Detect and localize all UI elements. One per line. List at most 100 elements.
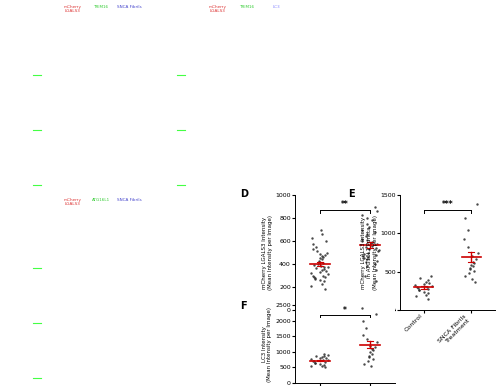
Point [324,264,332,271]
Point [312,244,320,250]
Point [473,201,481,207]
Point [374,339,382,345]
Text: SNCA Fibrils
Treatment: SNCA Fibrils Treatment [8,96,17,120]
Point [422,279,430,285]
Point [367,363,375,369]
Point [315,259,323,265]
Point [320,357,328,363]
Point [358,227,366,233]
Point [309,241,317,247]
Point [372,252,380,258]
Point [318,253,326,259]
Point [461,273,469,279]
Point [370,203,378,210]
Point [322,268,330,274]
Point [310,262,318,268]
Text: C: C [8,200,14,209]
Point [360,273,368,279]
Text: Zoom: Zoom [154,157,158,169]
Point [464,244,472,250]
Point [372,245,380,251]
Text: 4 μm: 4 μm [32,317,40,320]
Point [368,239,376,245]
Point [372,344,380,350]
Point [324,352,332,358]
Point [364,263,372,269]
Y-axis label: LC3 Intensity
(Mean Intensity per Image): LC3 Intensity (Mean Intensity per Image) [262,306,272,381]
Point [372,267,380,273]
Point [472,256,480,262]
Text: ATG16L1: ATG16L1 [92,198,110,202]
Point [425,280,433,286]
Point [308,246,316,252]
Text: A: A [8,7,14,16]
Point [358,235,366,242]
Point [424,290,432,296]
Y-axis label: mCherry LGALS3 Intensity
(Mean Intensity per Image): mCherry LGALS3 Intensity (Mean Intensity… [262,215,272,290]
Point [364,358,372,364]
Point [318,281,326,287]
Point [465,270,473,276]
Point [370,261,378,267]
Point [362,233,370,239]
Point [466,265,474,271]
Point [412,284,420,291]
Point [468,276,476,283]
Point [414,286,422,293]
Point [374,241,382,247]
Text: B: B [151,7,157,16]
Point [316,269,324,275]
Point [310,358,318,364]
Point [374,248,382,254]
Point [316,361,324,367]
Point [373,208,381,214]
Point [318,256,326,262]
Point [315,257,323,264]
Point [320,278,328,284]
Point [316,355,324,361]
Point [464,227,472,233]
Point [460,215,468,221]
Point [307,270,315,276]
Point [318,362,326,369]
Text: Control: Control [10,46,14,60]
Point [368,345,376,352]
Text: 4 μm: 4 μm [32,372,40,376]
Point [360,251,368,257]
Text: Merge: Merge [38,198,51,202]
Text: 4 μm: 4 μm [176,124,184,127]
Point [364,249,372,256]
Point [412,282,420,288]
Point [358,332,366,338]
Point [360,255,368,261]
Text: SNCA Fibrils: SNCA Fibrils [116,5,141,9]
Point [364,237,372,243]
Point [307,356,315,362]
Point [319,260,327,266]
Point [468,262,475,268]
Text: mCherry
LGALS3: mCherry LGALS3 [64,5,82,14]
Point [420,281,428,287]
Point [366,349,374,355]
Point [372,311,380,317]
Point [308,283,316,289]
Point [318,231,326,237]
Point [469,259,477,265]
Point [360,361,368,367]
Point [324,271,332,278]
Text: Control: Control [10,239,14,253]
Point [308,273,316,279]
Point [317,227,325,233]
Text: SNCA Fibrils
Treatment: SNCA Fibrils Treatment [8,290,17,313]
Point [320,354,328,360]
Point [362,221,370,227]
Point [363,231,371,237]
Point [371,229,379,235]
Point [372,278,380,284]
Text: TRIM16: TRIM16 [240,5,254,9]
Point [312,353,320,359]
Point [322,252,330,258]
Point [318,267,326,273]
Point [468,253,475,259]
Point [365,246,373,252]
